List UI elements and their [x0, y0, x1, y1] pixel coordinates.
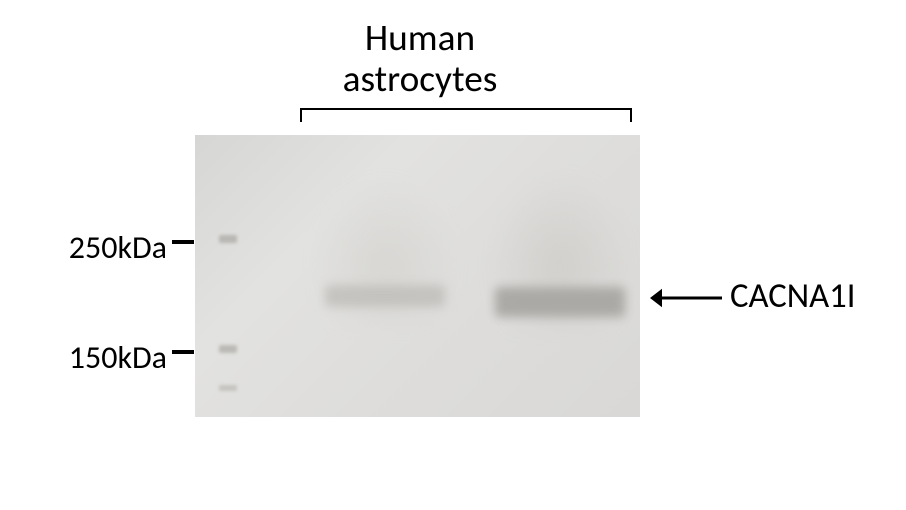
band-label: CACNA1I	[730, 275, 855, 317]
mw-marker-150: 150kDa	[55, 338, 167, 377]
title-line-1: Human	[365, 15, 475, 61]
arrow-left-icon	[650, 286, 722, 310]
western-blot-image	[195, 135, 640, 417]
ladder-band	[219, 235, 237, 243]
ladder-band	[219, 345, 237, 353]
protein-band	[495, 287, 625, 317]
mw-marker-250: 250kDa	[55, 228, 167, 267]
mw-tick-250	[172, 240, 194, 244]
ladder-band	[219, 385, 237, 391]
mw-tick-150	[172, 350, 194, 354]
lane-group-bracket	[300, 108, 632, 122]
band-arrow	[650, 286, 722, 310]
title-line-2: astrocytes	[343, 56, 498, 102]
protein-band	[325, 285, 445, 307]
lane-group-title: Human astrocytes	[310, 18, 530, 100]
